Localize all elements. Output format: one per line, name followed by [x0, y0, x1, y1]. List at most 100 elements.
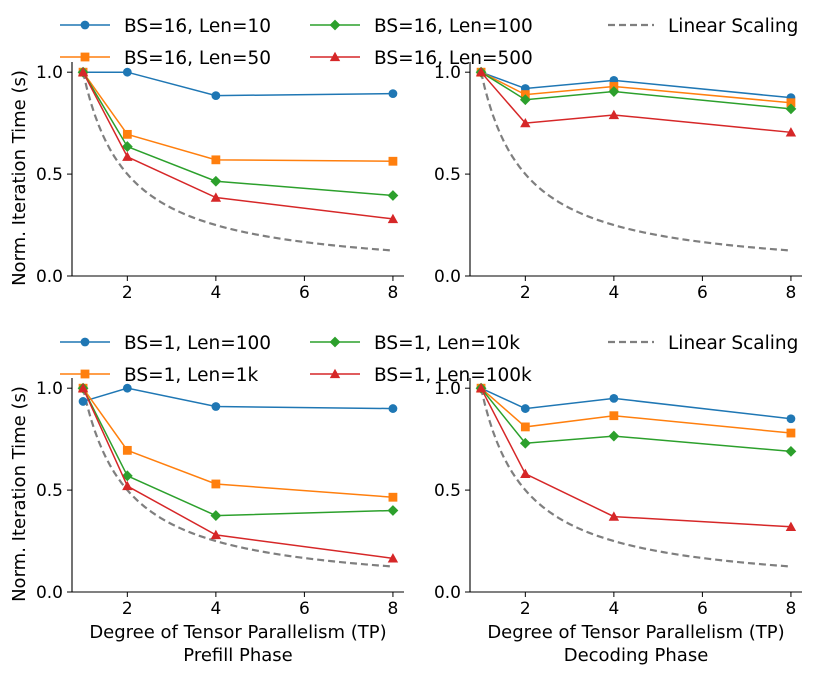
y-tick-label: 0.0 — [36, 583, 63, 603]
x-tick-label: 2 — [520, 599, 531, 619]
legend-entry-linear-scaling: Linear Scaling — [608, 16, 798, 37]
y-tick-label: 0.5 — [434, 165, 461, 185]
legend-label: BS=16, Len=500 — [374, 48, 533, 69]
data-point-bs-16-len-500-tp8 — [785, 127, 797, 137]
data-point-bs-1-len-10k-tp4 — [210, 510, 222, 521]
data-point-bs-16-len-500-tp4 — [210, 192, 222, 202]
series-line-bs-16-len-50 — [480, 71, 791, 104]
data-point-bs-16-len-50-tp8 — [388, 156, 398, 166]
series-bs-1-len-100 — [78, 383, 398, 413]
series-line-bs-1-len-100k — [480, 387, 791, 528]
data-point-bs-16-len-100-tp8 — [785, 103, 797, 115]
x-tick-label: 6 — [299, 599, 310, 619]
y-tick-label: 0.5 — [36, 481, 63, 501]
data-point-bs-1-len-1k-tp8 — [786, 428, 796, 438]
legend-entry-bs-1-len-100: BS=1, Len=100 — [60, 333, 271, 354]
data-point-bs-1-len-100-tp4 — [609, 393, 619, 403]
x-tick-label: 8 — [786, 283, 797, 303]
data-point-bs-16-len-500-tp8 — [387, 213, 399, 224]
data-point-bs-16-len-50-tp4 — [211, 155, 221, 165]
series-line-bs-16-len-10 — [83, 71, 393, 97]
legend-label: Linear Scaling — [668, 333, 798, 354]
phase-label-decoding: Decoding Phase — [564, 645, 709, 666]
series-line-bs-16-len-100 — [82, 71, 393, 197]
data-point-bs-16-len-50-tp2 — [122, 129, 132, 139]
data-point-bs-1-len-10k-tp4 — [608, 430, 620, 442]
series-line-bs-16-len-500 — [480, 71, 792, 134]
data-point-bs-1-len-100-tp2 — [520, 404, 530, 413]
data-point-bs-1-len-100-tp4 — [211, 402, 221, 411]
data-point-bs-1-len-100-tp8 — [786, 414, 796, 424]
legend-label: Linear Scaling — [668, 16, 798, 37]
legend-marker — [329, 368, 341, 379]
series-bs-16-len-10 — [78, 67, 398, 101]
legend-marker — [329, 336, 341, 348]
data-point-bs-16-len-100-tp4 — [608, 86, 620, 97]
y-tick-label: 0.0 — [434, 267, 461, 287]
phase-label-prefill: Prefill Phase — [183, 645, 292, 666]
x-tick-label: 8 — [786, 599, 797, 619]
series-line-bs-16-len-10 — [480, 71, 792, 99]
x-tick-label: 2 — [520, 283, 531, 303]
data-point-bs-16-len-10-tp2 — [122, 67, 132, 77]
y-axis-title-top: Norm. Iteration Time (s) — [9, 70, 30, 286]
data-point-bs-16-len-10-tp4 — [211, 91, 221, 101]
legend-marker — [329, 51, 341, 62]
data-point-bs-1-len-100k-tp1 — [77, 382, 89, 393]
y-tick-label: 0.5 — [36, 165, 63, 185]
x-tick-label: 2 — [122, 599, 133, 619]
series-line-bs-1-len-10k — [82, 387, 393, 517]
series-line-bs-16-len-500 — [82, 71, 394, 220]
x-tick-label: 6 — [697, 283, 708, 303]
y-axis-title-bottom: Norm. Iteration Time (s) — [9, 386, 30, 602]
data-point-bs-1-len-100k-tp8 — [785, 521, 797, 531]
legend-bottom: BS=1, Len=100 BS=1, Len=1k BS=1, Len=10k BS… — [60, 333, 798, 386]
linear-scaling-curve — [81, 387, 394, 568]
data-point-bs-1-len-100-tp1 — [78, 397, 88, 406]
legend-entry-bs-1-len-1k: BS=1, Len=1k — [60, 365, 259, 386]
data-point-bs-1-len-1k-tp8 — [388, 492, 398, 502]
x-tick-label: 6 — [299, 283, 310, 303]
x-tick-label: 6 — [697, 599, 708, 619]
series-line-bs-16-len-50 — [82, 71, 393, 163]
series-line-bs-1-len-100 — [480, 387, 792, 420]
y-tick-label: 0.0 — [36, 267, 63, 287]
data-point-bs-1-len-100-tp2 — [122, 383, 132, 393]
legend-marker — [80, 52, 90, 62]
data-point-bs-16-len-500-tp1 — [475, 66, 487, 77]
series-bs-16-len-500 — [475, 66, 797, 137]
legend-top: BS=16, Len=10 BS=16, Len=50 BS=16, Len=100… — [60, 16, 798, 69]
data-point-bs-1-len-10k-tp8 — [387, 505, 399, 516]
y-tick-label: 1.0 — [36, 63, 63, 83]
linear-scaling-curve — [479, 71, 792, 252]
series-bs-1-len-100k — [77, 382, 399, 563]
series-line-bs-1-len-100 — [82, 387, 393, 410]
series-line-bs-1-len-1k — [480, 387, 792, 434]
legend-entry-linear-scaling: Linear Scaling — [608, 333, 798, 354]
panel-bottom-prefill: 2 4 6 8 0.0 0.5 1.0 — [36, 378, 404, 619]
x-tick-label: 8 — [388, 283, 399, 303]
x-tick-label: 4 — [210, 599, 221, 619]
legend-entry-bs-1-len-100k: BS=1, Len=100k — [310, 365, 532, 386]
data-point-bs-1-len-100k-tp4 — [210, 529, 222, 540]
data-point-bs-16-len-500-tp1 — [77, 66, 89, 77]
legend-label: BS=1, Len=1k — [124, 365, 259, 386]
panel-top-decoding: 2 4 6 8 0.0 0.5 1.0 — [434, 62, 802, 303]
legend-label: BS=1, Len=100k — [374, 365, 532, 386]
y-tick-label: 1.0 — [434, 379, 461, 399]
legend-label: BS=1, Len=10k — [374, 333, 520, 354]
x-tick-label: 2 — [122, 283, 133, 303]
data-point-bs-16-len-500-tp2 — [122, 151, 133, 161]
data-point-bs-1-len-1k-tp4 — [609, 411, 619, 421]
legend-entry-bs-16-len-10: BS=16, Len=10 — [60, 16, 271, 37]
panel-top-prefill: 2 4 6 8 0.0 0.5 1.0 — [36, 62, 404, 303]
legend-entry-bs-16-len-50: BS=16, Len=50 — [60, 48, 271, 69]
x-tick-label: 4 — [210, 283, 221, 303]
data-point-bs-1-len-100-tp8 — [388, 404, 398, 413]
data-point-bs-16-len-100-tp2 — [121, 141, 133, 152]
panels: 2 4 6 80.00.51.02 4 6 80.00.51.02 4 6 80.00.51.02… — [36, 62, 802, 619]
legend-marker — [80, 337, 90, 347]
series-line-bs-1-len-10k — [480, 387, 791, 453]
data-point-bs-1-len-100k-tp1 — [475, 382, 487, 393]
data-point-bs-1-len-10k-tp2 — [519, 437, 531, 449]
